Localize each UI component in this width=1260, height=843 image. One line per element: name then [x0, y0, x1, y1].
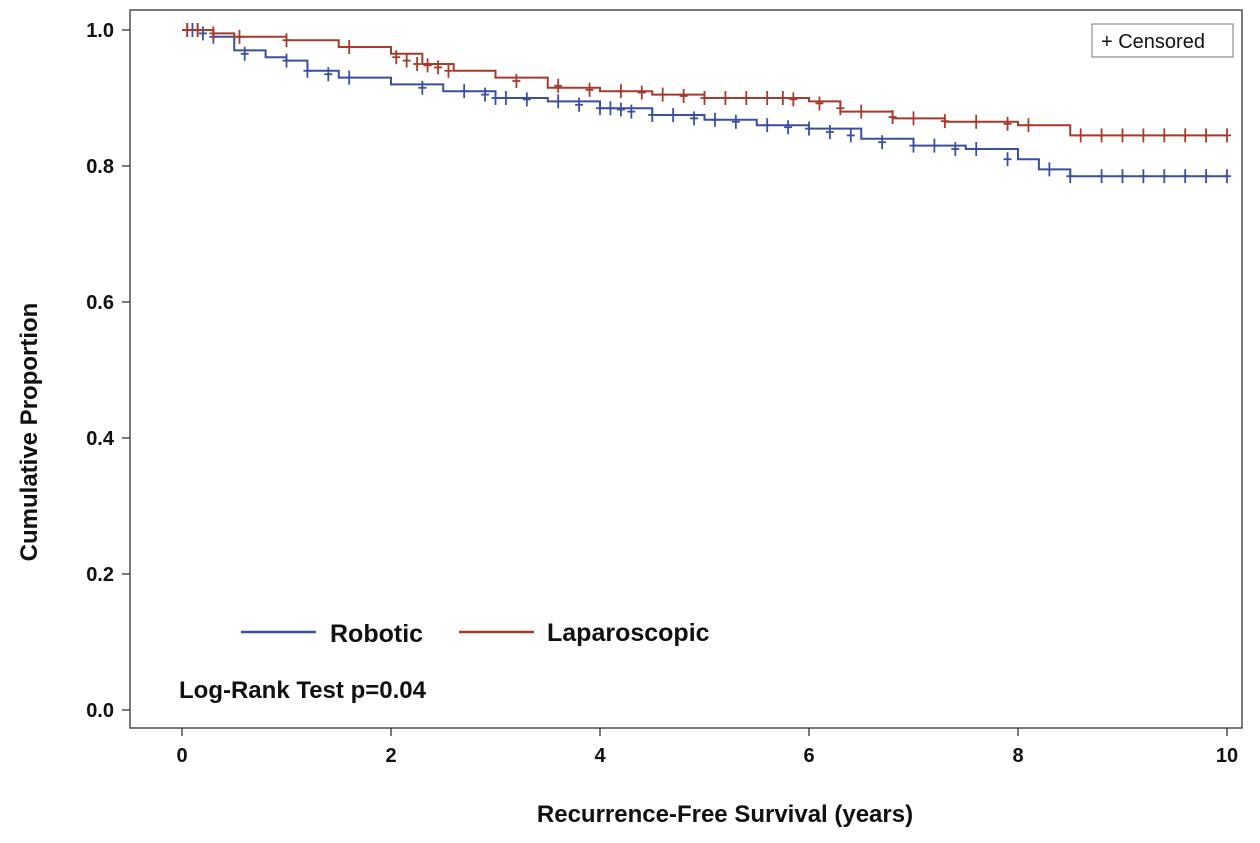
y-tick-label: 0.0 [86, 700, 114, 722]
x-tick-label: 8 [1012, 745, 1023, 767]
censor-legend-box [1091, 23, 1234, 58]
series-line-laparoscopic [182, 29, 1227, 137]
series-legend: Robotic Laparoscopic [241, 619, 710, 648]
y-axis: 0.0 0.2 0.4 0.6 0.8 1.0 [86, 20, 130, 722]
legend-label-laparoscopic: Laparoscopic [547, 619, 710, 647]
x-tick-label: 4 [594, 745, 606, 767]
x-tick-label: 10 [1216, 745, 1238, 767]
y-tick-label: 0.6 [86, 292, 114, 314]
censor-marks-laparoscopic [183, 23, 1231, 143]
censor-legend: + Censored [1091, 23, 1234, 58]
series-layer [182, 23, 1231, 184]
censor-legend-label: + Censored [1101, 31, 1205, 53]
x-tick-label: 0 [176, 745, 187, 767]
y-tick-label: 0.2 [86, 564, 114, 586]
x-tick-label: 2 [385, 745, 396, 767]
legend-label-robotic: Robotic [330, 620, 423, 648]
x-tick-label: 6 [803, 745, 814, 767]
y-tick-label: 0.4 [86, 428, 115, 450]
x-axis-label: Recurrence-Free Survival (years) [537, 801, 913, 828]
log-rank-annotation: Log-Rank Test p=0.04 [179, 677, 427, 704]
y-tick-label: 1.0 [86, 20, 114, 42]
x-axis: 0 2 4 6 8 10 [176, 728, 1238, 767]
y-tick-label: 0.8 [86, 156, 114, 178]
y-axis-label: Cumulative Proportion [16, 303, 43, 562]
plot-frame [129, 9, 1243, 729]
